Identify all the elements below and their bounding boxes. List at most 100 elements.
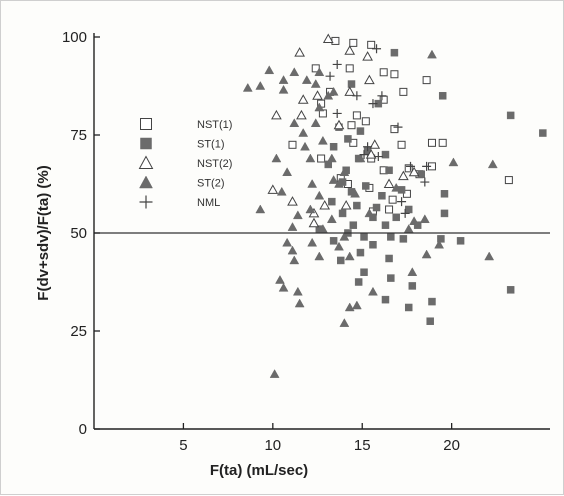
y-tick-label: 50 (70, 225, 87, 242)
point-nst-2 (294, 47, 306, 57)
point-nst-1 (422, 76, 431, 85)
point-st-1 (385, 254, 393, 263)
point-nst-2 (319, 200, 331, 210)
point-st-2 (298, 128, 309, 137)
point-st-2 (310, 79, 321, 88)
point-st-2 (278, 75, 289, 84)
point-nst-1 (504, 176, 513, 185)
point-st-2 (305, 153, 316, 163)
point-nst-1 (367, 40, 376, 49)
point-st-2 (307, 178, 318, 188)
point-st-2 (269, 369, 280, 378)
legend-marker-nst-1 (140, 118, 152, 130)
x-tick-label: 15 (354, 437, 371, 454)
point-st-1 (456, 237, 465, 245)
point-st-2 (368, 286, 378, 296)
point-nst-1 (288, 140, 297, 149)
point-st-2 (292, 210, 303, 220)
point-st-1 (385, 166, 393, 175)
point-nst-2 (333, 119, 345, 130)
point-nst-2 (271, 109, 282, 120)
point-st-2 (287, 245, 298, 255)
point-st-1 (381, 150, 390, 159)
point-nml (363, 142, 373, 152)
point-st-1 (378, 192, 386, 200)
point-st-1 (428, 297, 436, 306)
point-st-2 (350, 188, 361, 198)
point-st-2 (242, 82, 253, 92)
point-st-1 (328, 197, 336, 206)
point-nml (352, 91, 362, 101)
point-nml (359, 150, 369, 160)
series-nml (325, 44, 432, 218)
point-nst-2 (312, 90, 323, 100)
point-st-1 (329, 237, 338, 245)
point-st-1 (381, 295, 390, 304)
point-nst-1 (390, 70, 399, 79)
point-st-2 (391, 182, 402, 192)
y-axis-title: F(dv+sdv)/F(ta) (%) (35, 165, 52, 300)
point-nst-1 (404, 164, 413, 173)
point-st-2 (314, 190, 325, 200)
point-st-2 (255, 204, 266, 214)
point-st-1 (349, 221, 358, 229)
point-st-1 (344, 135, 352, 143)
point-nml (332, 108, 342, 118)
point-st-2 (328, 86, 339, 96)
point-st-2 (407, 267, 418, 276)
legend-label-nst-2: NST(2) (197, 158, 232, 170)
point-st-2 (314, 67, 325, 77)
legend: NST(1) ST(1) NST(2) ST(2) NML (138, 118, 232, 209)
point-st-2 (278, 84, 289, 94)
point-st-1 (438, 92, 447, 100)
point-st-1 (539, 129, 547, 137)
point-st-1 (417, 170, 425, 178)
point-nst-1 (397, 140, 406, 149)
point-st-1 (399, 235, 408, 243)
point-nst-1 (331, 36, 340, 45)
legend-label-nml: NML (197, 197, 220, 209)
legend-marker-nml (139, 195, 153, 209)
y-tick-label: 100 (62, 29, 87, 46)
point-nst-2 (322, 33, 334, 43)
point-st-1 (354, 278, 363, 286)
point-nst-2 (383, 178, 395, 188)
point-st-2 (344, 302, 355, 312)
point-nst-1 (385, 205, 394, 214)
point-nst-2 (408, 166, 420, 177)
point-nst-1 (352, 111, 361, 120)
point-st-2 (317, 135, 328, 145)
point-nst-1 (399, 87, 408, 96)
point-nml (422, 161, 432, 171)
point-st-1 (381, 221, 390, 229)
point-st-2 (292, 286, 303, 296)
point-st-2 (301, 75, 312, 84)
point-st-2 (427, 49, 437, 59)
point-nst-2 (369, 139, 381, 149)
point-st-1 (362, 182, 370, 190)
point-st-2 (334, 178, 344, 188)
point-st-2 (314, 102, 325, 112)
point-st-2 (278, 282, 289, 292)
x-tick-label: 20 (443, 437, 460, 454)
point-nst-2 (365, 149, 377, 159)
legend-label-nst-1: NST(1) (197, 119, 232, 131)
point-st-2 (294, 298, 305, 308)
point-st-2 (344, 251, 355, 261)
point-st-2 (289, 118, 300, 127)
point-st-2 (334, 241, 344, 251)
point-nst-1 (349, 38, 358, 47)
point-st-1 (440, 209, 449, 218)
point-st-2 (282, 237, 293, 247)
point-st-1 (387, 233, 395, 241)
point-st-2 (289, 67, 300, 77)
point-st-1 (356, 248, 365, 257)
point-st-2 (323, 90, 334, 100)
point-nst-2 (340, 200, 352, 210)
point-st-2 (434, 239, 445, 249)
point-st-1 (360, 233, 368, 241)
point-st-2 (403, 224, 414, 233)
point-nst-2 (308, 217, 320, 228)
point-st-1 (404, 303, 413, 312)
point-st-1 (426, 317, 434, 325)
